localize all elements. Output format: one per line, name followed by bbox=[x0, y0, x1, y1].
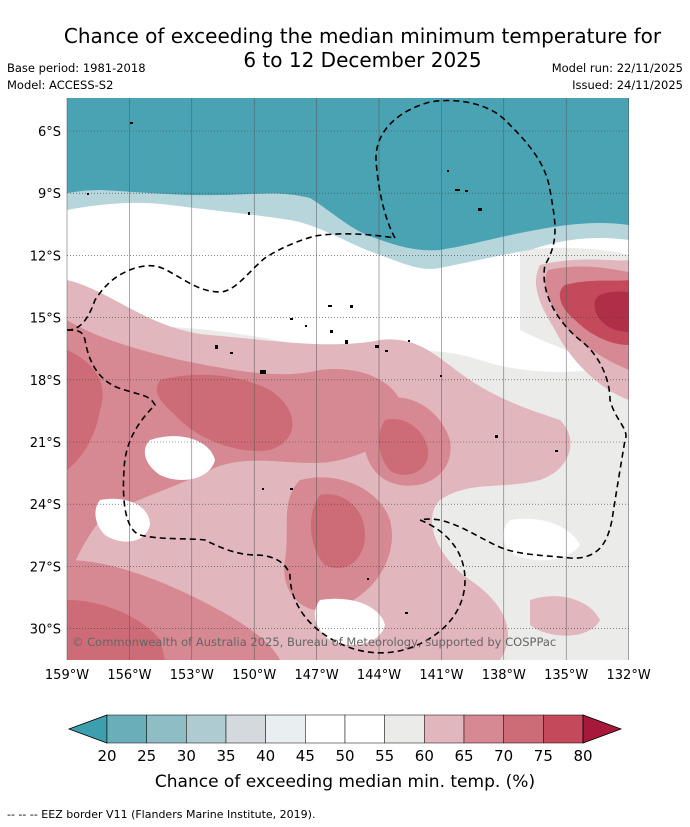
region-white-patch-3 bbox=[503, 518, 580, 561]
colorbar-segment bbox=[424, 714, 465, 744]
region-darkred-east bbox=[594, 291, 629, 332]
colorbar-tick-label: 20 bbox=[97, 747, 116, 765]
eez-border-center bbox=[67, 329, 466, 654]
colorbar-segment bbox=[146, 714, 187, 744]
colorbar-tick-label: 65 bbox=[454, 747, 473, 765]
colorbar-segment bbox=[344, 714, 385, 744]
model-run: Model run: 22/11/2025 bbox=[551, 61, 683, 75]
region-pink-dark-2 bbox=[156, 374, 293, 451]
chart-title: Chance of exceeding the median minimum t… bbox=[0, 24, 690, 72]
region-white-patch-4 bbox=[314, 598, 385, 645]
colorbar-tick-label: 75 bbox=[534, 747, 553, 765]
eez-footnote: -- -- -- EEZ border V11 (Flanders Marine… bbox=[7, 808, 316, 821]
region-white-patch-2 bbox=[95, 498, 150, 542]
title-line-1: Chance of exceeding the median minimum t… bbox=[63, 24, 662, 48]
gridlines bbox=[66, 98, 629, 660]
lon-label: 144°W bbox=[357, 668, 401, 683]
colorbar-segment bbox=[305, 714, 346, 744]
colorbar-segment bbox=[106, 714, 147, 744]
lon-label: 147°W bbox=[295, 668, 339, 683]
lat-label: 6°S bbox=[38, 125, 61, 140]
latitude-labels: 6°S 9°S 12°S 15°S 18°S 21°S 24°S 27°S 30°S bbox=[30, 125, 61, 638]
region-pink-medium-1 bbox=[67, 320, 402, 580]
lat-label: 15°S bbox=[30, 312, 61, 327]
colorbar-tick-label: 80 bbox=[573, 747, 592, 765]
colorbar-tick-label: 45 bbox=[296, 747, 315, 765]
colorbar-tick-label: 30 bbox=[177, 747, 196, 765]
colorbar-extend-low bbox=[67, 714, 108, 744]
region-pink-dark-5 bbox=[379, 419, 429, 475]
lon-label: 156°W bbox=[107, 668, 151, 683]
colorbar: 20 25 30 35 40 45 50 55 60 65 70 75 80 bbox=[67, 714, 623, 765]
map-area bbox=[67, 98, 629, 660]
colorbar-tick-label: 40 bbox=[256, 747, 275, 765]
eez-border-north bbox=[375, 99, 627, 559]
lat-label: 12°S bbox=[30, 249, 61, 264]
lat-label: 30°S bbox=[30, 623, 61, 638]
eez-borders bbox=[67, 99, 627, 654]
meta-right: Model run: 22/11/2025 Issued: 24/11/2025 bbox=[552, 60, 683, 94]
lon-label: 141°W bbox=[419, 668, 463, 683]
title-line-2: 6 to 12 December 2025 bbox=[243, 48, 482, 72]
lat-label: 18°S bbox=[30, 374, 61, 389]
region-pink-dark-1 bbox=[67, 350, 103, 470]
colorbar-tick-label: 25 bbox=[137, 747, 156, 765]
lon-label: 132°W bbox=[607, 668, 651, 683]
colorbar-tick-label: 55 bbox=[375, 747, 394, 765]
region-pink-dark-3 bbox=[310, 494, 365, 569]
lat-label: 27°S bbox=[30, 560, 61, 575]
colorbar-extend-high bbox=[582, 714, 623, 744]
lat-label: 9°S bbox=[38, 187, 61, 202]
lat-label: 24°S bbox=[30, 498, 61, 513]
eez-border-west bbox=[67, 233, 396, 331]
base-period: Base period: 1981-2018 bbox=[7, 61, 146, 75]
colorbar-tick-label: 60 bbox=[415, 747, 434, 765]
lon-label: 153°W bbox=[170, 668, 214, 683]
colorbar-segment bbox=[384, 714, 425, 744]
region-teal-north bbox=[67, 98, 629, 251]
lat-label: 21°S bbox=[30, 436, 61, 451]
meta-left: Base period: 1981-2018 Model: ACCESS-S2 bbox=[7, 60, 146, 94]
lon-label: 150°W bbox=[232, 668, 276, 683]
colorbar-tick-label: 50 bbox=[335, 747, 354, 765]
colorbar-segment bbox=[265, 714, 306, 744]
colorbar-segment bbox=[225, 714, 266, 744]
colorbar-segment bbox=[463, 714, 504, 744]
colorbar-label: Chance of exceeding median min. temp. (%… bbox=[154, 772, 536, 792]
lon-label: 135°W bbox=[544, 668, 588, 683]
model-name: Model: ACCESS-S2 bbox=[7, 78, 114, 92]
colorbar-segment bbox=[186, 714, 227, 744]
colorbar-segment bbox=[543, 714, 584, 744]
copyright-text: © Commonwealth of Australia 2025, Bureau… bbox=[72, 635, 556, 649]
islands bbox=[87, 122, 558, 614]
region-white-patch-1 bbox=[144, 436, 215, 480]
region-pink-dark-4 bbox=[67, 600, 165, 660]
region-pink-south-east bbox=[530, 596, 600, 636]
lon-label: 159°W bbox=[45, 668, 89, 683]
longitude-labels: 159°W 156°W 153°W 150°W 147°W 144°W 141°W 138°W… bbox=[45, 668, 651, 683]
colorbar-tick-label: 35 bbox=[216, 747, 235, 765]
colorbar-segment bbox=[503, 714, 544, 744]
lon-label: 138°W bbox=[482, 668, 526, 683]
issued-date: Issued: 24/11/2025 bbox=[572, 78, 683, 92]
colorbar-tick-label: 70 bbox=[494, 747, 513, 765]
